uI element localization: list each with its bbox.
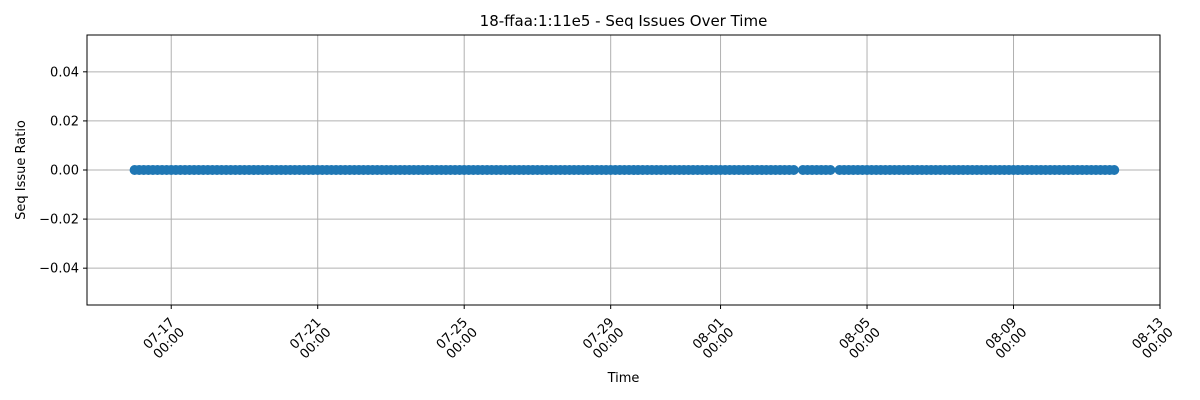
data-point — [825, 165, 836, 175]
y-tick-label: 0.04 — [50, 65, 79, 80]
y-tick-label: 0.02 — [50, 114, 79, 129]
chart-title: 18-ffaa:1:11e5 - Seq Issues Over Time — [480, 12, 768, 30]
y-tick-label: −0.04 — [39, 262, 79, 277]
y-tick-label: 0.00 — [50, 164, 79, 179]
y-axis-label: Seq Issue Ratio — [14, 120, 29, 220]
data-point — [788, 165, 799, 175]
x-axis-label: Time — [607, 371, 640, 386]
y-tick-label: −0.02 — [39, 213, 79, 228]
data-point — [1109, 165, 1120, 175]
data-points — [129, 165, 1120, 175]
